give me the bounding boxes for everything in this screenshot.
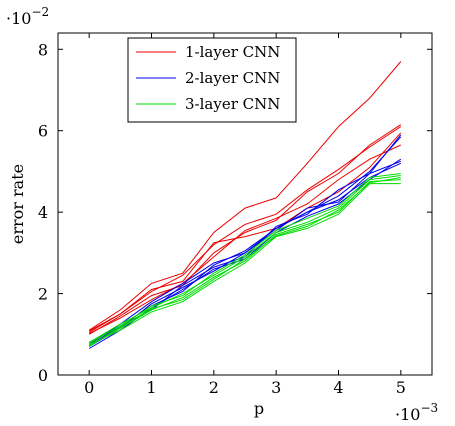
y-tick-label: 4	[38, 203, 48, 222]
series-line-1-run-4	[88, 144, 402, 334]
y-tick-label: 8	[38, 40, 48, 59]
plot-frame	[57, 32, 433, 376]
series-line-3-run-5	[88, 177, 401, 347]
series-line-3-run-4	[88, 175, 401, 343]
series-line-2-run-3	[88, 134, 402, 343]
y-tick-label: 6	[38, 122, 48, 141]
series-line-2-run-1	[88, 136, 402, 345]
x-axis-multiplier: ·10−3	[395, 401, 438, 424]
legend-label: 2-layer CNN	[185, 69, 280, 87]
series-line-1-run-5	[88, 132, 402, 332]
x-tick-label: 2	[209, 378, 219, 397]
y-tick-label: 2	[38, 285, 48, 304]
series-line-3-run-2	[88, 179, 401, 347]
series-line-3-run-1	[88, 173, 401, 344]
x-tick-label: 3	[271, 378, 281, 397]
series-line-1-run-3	[88, 124, 402, 335]
series-line-3-run-3	[88, 183, 401, 345]
y-axis-multiplier: ·10−2	[6, 5, 49, 28]
y-tick-label: 0	[38, 366, 48, 385]
series-lines	[88, 61, 402, 349]
x-tick-label: 1	[146, 378, 156, 397]
series-line-1-run-1	[88, 61, 402, 331]
series-line-1-run-2	[88, 126, 402, 333]
legend-label: 3-layer CNN	[185, 95, 280, 113]
x-axis-title: p	[254, 399, 264, 418]
x-tick-label: 5	[396, 378, 406, 397]
x-tick-label: 4	[333, 378, 343, 397]
legend: 1-layer CNN 2-layer CNN 3-layer CNN	[127, 37, 297, 123]
x-tick-label: 0	[84, 378, 94, 397]
legend-label: 1-layer CNN	[185, 43, 280, 61]
tick-labels: 0 1 2 3 4 5 0 2 4 6 8	[38, 40, 406, 397]
y-axis-title: error rate	[8, 164, 27, 244]
